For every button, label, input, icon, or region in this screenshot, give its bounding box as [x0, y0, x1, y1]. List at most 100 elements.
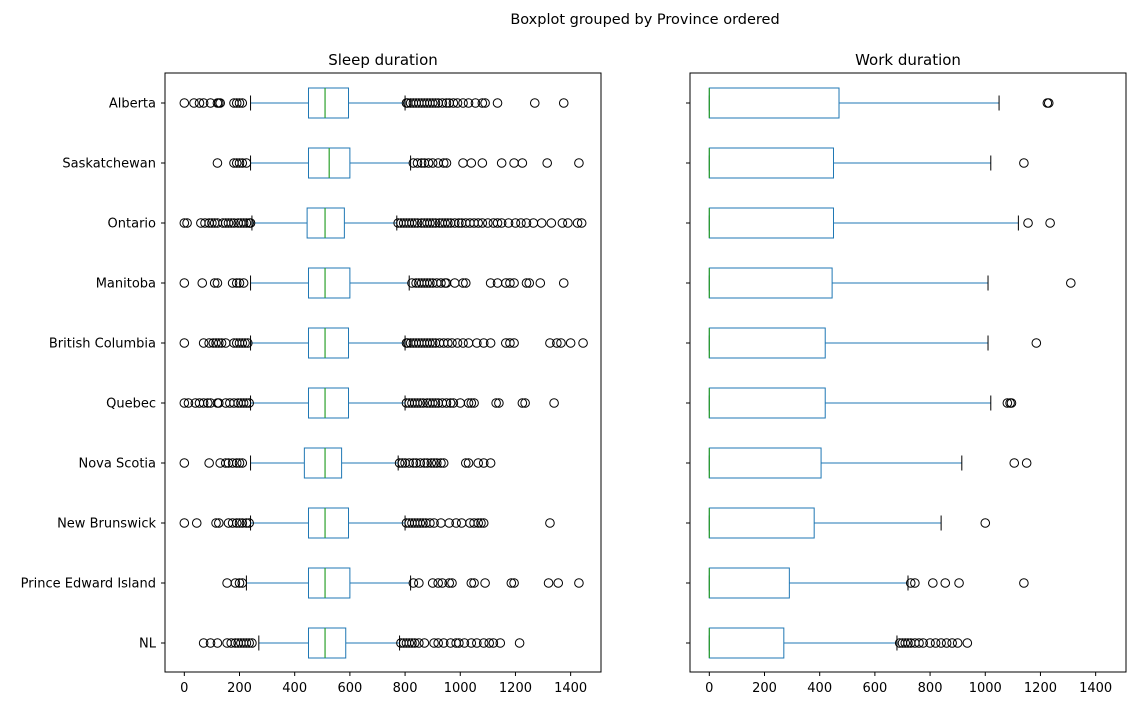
box-iqr: [303, 447, 343, 479]
flier-point: [212, 638, 223, 648]
flier-point: [414, 578, 424, 588]
flier-point: [1021, 458, 1032, 468]
flier-point: [905, 578, 916, 588]
flier-point: [179, 218, 190, 228]
box-quebec: [708, 387, 1017, 419]
x-tick-label: 1000: [969, 681, 1002, 696]
flier-point: [1066, 278, 1076, 288]
flier-point: [458, 338, 468, 348]
flier-point: [476, 518, 486, 528]
flier-point: [925, 638, 935, 648]
flier-point: [458, 98, 468, 108]
flier-point: [234, 98, 245, 108]
flier-point: [234, 158, 245, 168]
flier-point: [430, 218, 441, 228]
flier-point: [524, 278, 535, 288]
flier-point: [483, 218, 493, 228]
flier-point: [478, 518, 489, 528]
flier-point: [452, 98, 463, 108]
box-alberta: [708, 87, 1054, 119]
x-tick-label: 1200: [499, 681, 532, 696]
flier-point: [469, 398, 479, 408]
flier-point: [552, 338, 562, 348]
flier-point: [447, 338, 457, 348]
flier-point: [458, 158, 468, 168]
flier-point: [247, 638, 257, 648]
x-tick-label: 0: [705, 681, 713, 696]
flier-point: [211, 338, 221, 348]
flier-point: [488, 638, 499, 648]
flier-point: [215, 98, 225, 108]
flier-point: [438, 638, 449, 648]
box-alberta: [179, 87, 569, 119]
flier-point: [430, 398, 441, 408]
flier-point: [427, 158, 438, 168]
x-tick-label: 600: [337, 681, 362, 696]
flier-point: [572, 218, 583, 228]
box-ontario: [708, 207, 1055, 239]
flier-point: [447, 578, 457, 588]
flier-point: [200, 218, 210, 228]
flier-point: [227, 458, 238, 468]
box-saskatchewan: [212, 147, 584, 179]
x-tick-label: 1000: [444, 681, 477, 696]
flier-point: [463, 398, 474, 408]
flier-point: [425, 338, 435, 348]
box-iqr: [306, 207, 345, 239]
flier-point: [412, 158, 423, 168]
box-nova-scotia: [708, 447, 1032, 479]
flier-point: [448, 398, 459, 408]
box-iqr: [307, 327, 350, 359]
flier-point: [1045, 218, 1055, 228]
box-iqr: [307, 627, 347, 659]
flier-point: [448, 98, 459, 108]
flier-point: [463, 458, 474, 468]
flier-point: [409, 218, 420, 228]
flier-point: [440, 218, 450, 228]
box-iqr: [708, 267, 833, 299]
flier-point: [472, 338, 482, 348]
x-tick-label: 1200: [1024, 681, 1057, 696]
flier-point: [521, 278, 532, 288]
flier-point: [227, 518, 238, 528]
flier-point: [179, 278, 190, 288]
flier-point: [910, 578, 920, 588]
flier-point: [416, 158, 427, 168]
flier-point: [191, 518, 202, 528]
box-iqr: [307, 87, 350, 119]
flier-point: [429, 458, 439, 468]
flier-point: [485, 278, 496, 288]
flier-point: [427, 98, 438, 108]
flier-point: [202, 398, 213, 408]
panel-title: Sleep duration: [328, 51, 438, 69]
box-british-columbia: [179, 327, 588, 359]
flier-point: [451, 518, 461, 528]
flier-point: [456, 518, 467, 528]
flier-point: [509, 278, 519, 288]
flier-point: [962, 638, 973, 648]
flier-point: [1019, 158, 1029, 168]
flier-point: [182, 218, 192, 228]
flier-point: [459, 638, 470, 648]
y-tick-label: Ontario: [108, 217, 156, 232]
flier-point: [466, 398, 477, 408]
y-tick-label: Quebec: [106, 397, 156, 412]
box-iqr: [708, 387, 826, 419]
flier-point: [394, 458, 405, 468]
flier-point: [194, 98, 205, 108]
box-quebec: [179, 387, 559, 419]
flier-point: [423, 158, 434, 168]
flier-point: [509, 578, 519, 588]
flier-point: [438, 158, 449, 168]
flier-point: [496, 218, 507, 228]
flier-point: [546, 218, 557, 228]
y-tick-label: Saskatchewan: [62, 157, 156, 172]
flier-point: [425, 218, 435, 228]
flier-point: [936, 638, 946, 648]
flier-point: [427, 398, 438, 408]
x-tick-label: 200: [227, 681, 252, 696]
flier-point: [238, 398, 249, 408]
y-tick-label: Nova Scotia: [79, 457, 157, 472]
flier-point: [204, 458, 214, 468]
